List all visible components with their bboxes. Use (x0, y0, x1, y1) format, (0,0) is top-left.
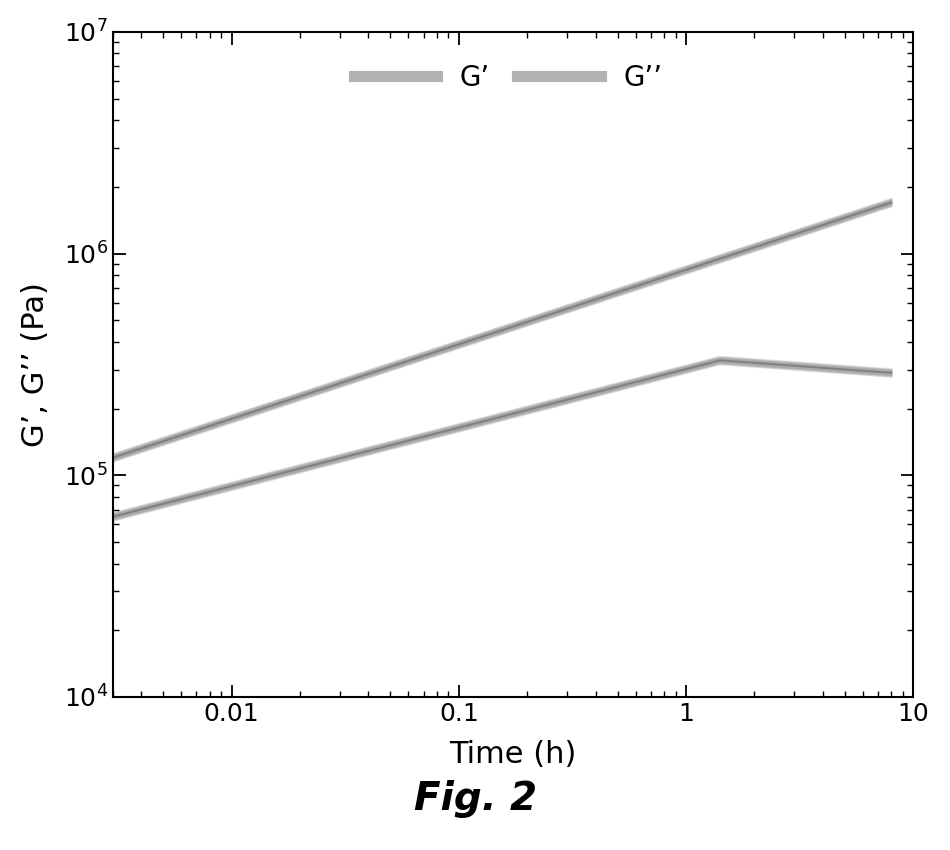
G’ (580, 298, 591, 308)
G’’ (107, 512, 119, 522)
G’ (603, 290, 615, 300)
G’’ (885, 368, 897, 378)
X-axis label: Time (h): Time (h) (449, 740, 577, 768)
G’’ (603, 384, 615, 394)
G’’ (715, 355, 727, 366)
G’ (155, 437, 166, 447)
G’ (107, 453, 119, 463)
Line: G’: G’ (113, 202, 891, 458)
G’’ (697, 360, 709, 370)
G’’ (580, 390, 591, 400)
G’ (697, 259, 709, 269)
Text: Fig. 2: Fig. 2 (413, 780, 537, 818)
G’’ (560, 395, 571, 405)
G’’ (155, 500, 166, 510)
Legend: G’, G’’: G’, G’’ (343, 53, 674, 103)
Y-axis label: G’, G’’ (Pa): G’, G’’ (Pa) (21, 282, 49, 447)
G’’ (778, 360, 789, 370)
G’ (777, 233, 788, 243)
Line: G’’: G’’ (113, 360, 891, 517)
G’ (560, 304, 571, 314)
G’ (885, 197, 897, 207)
